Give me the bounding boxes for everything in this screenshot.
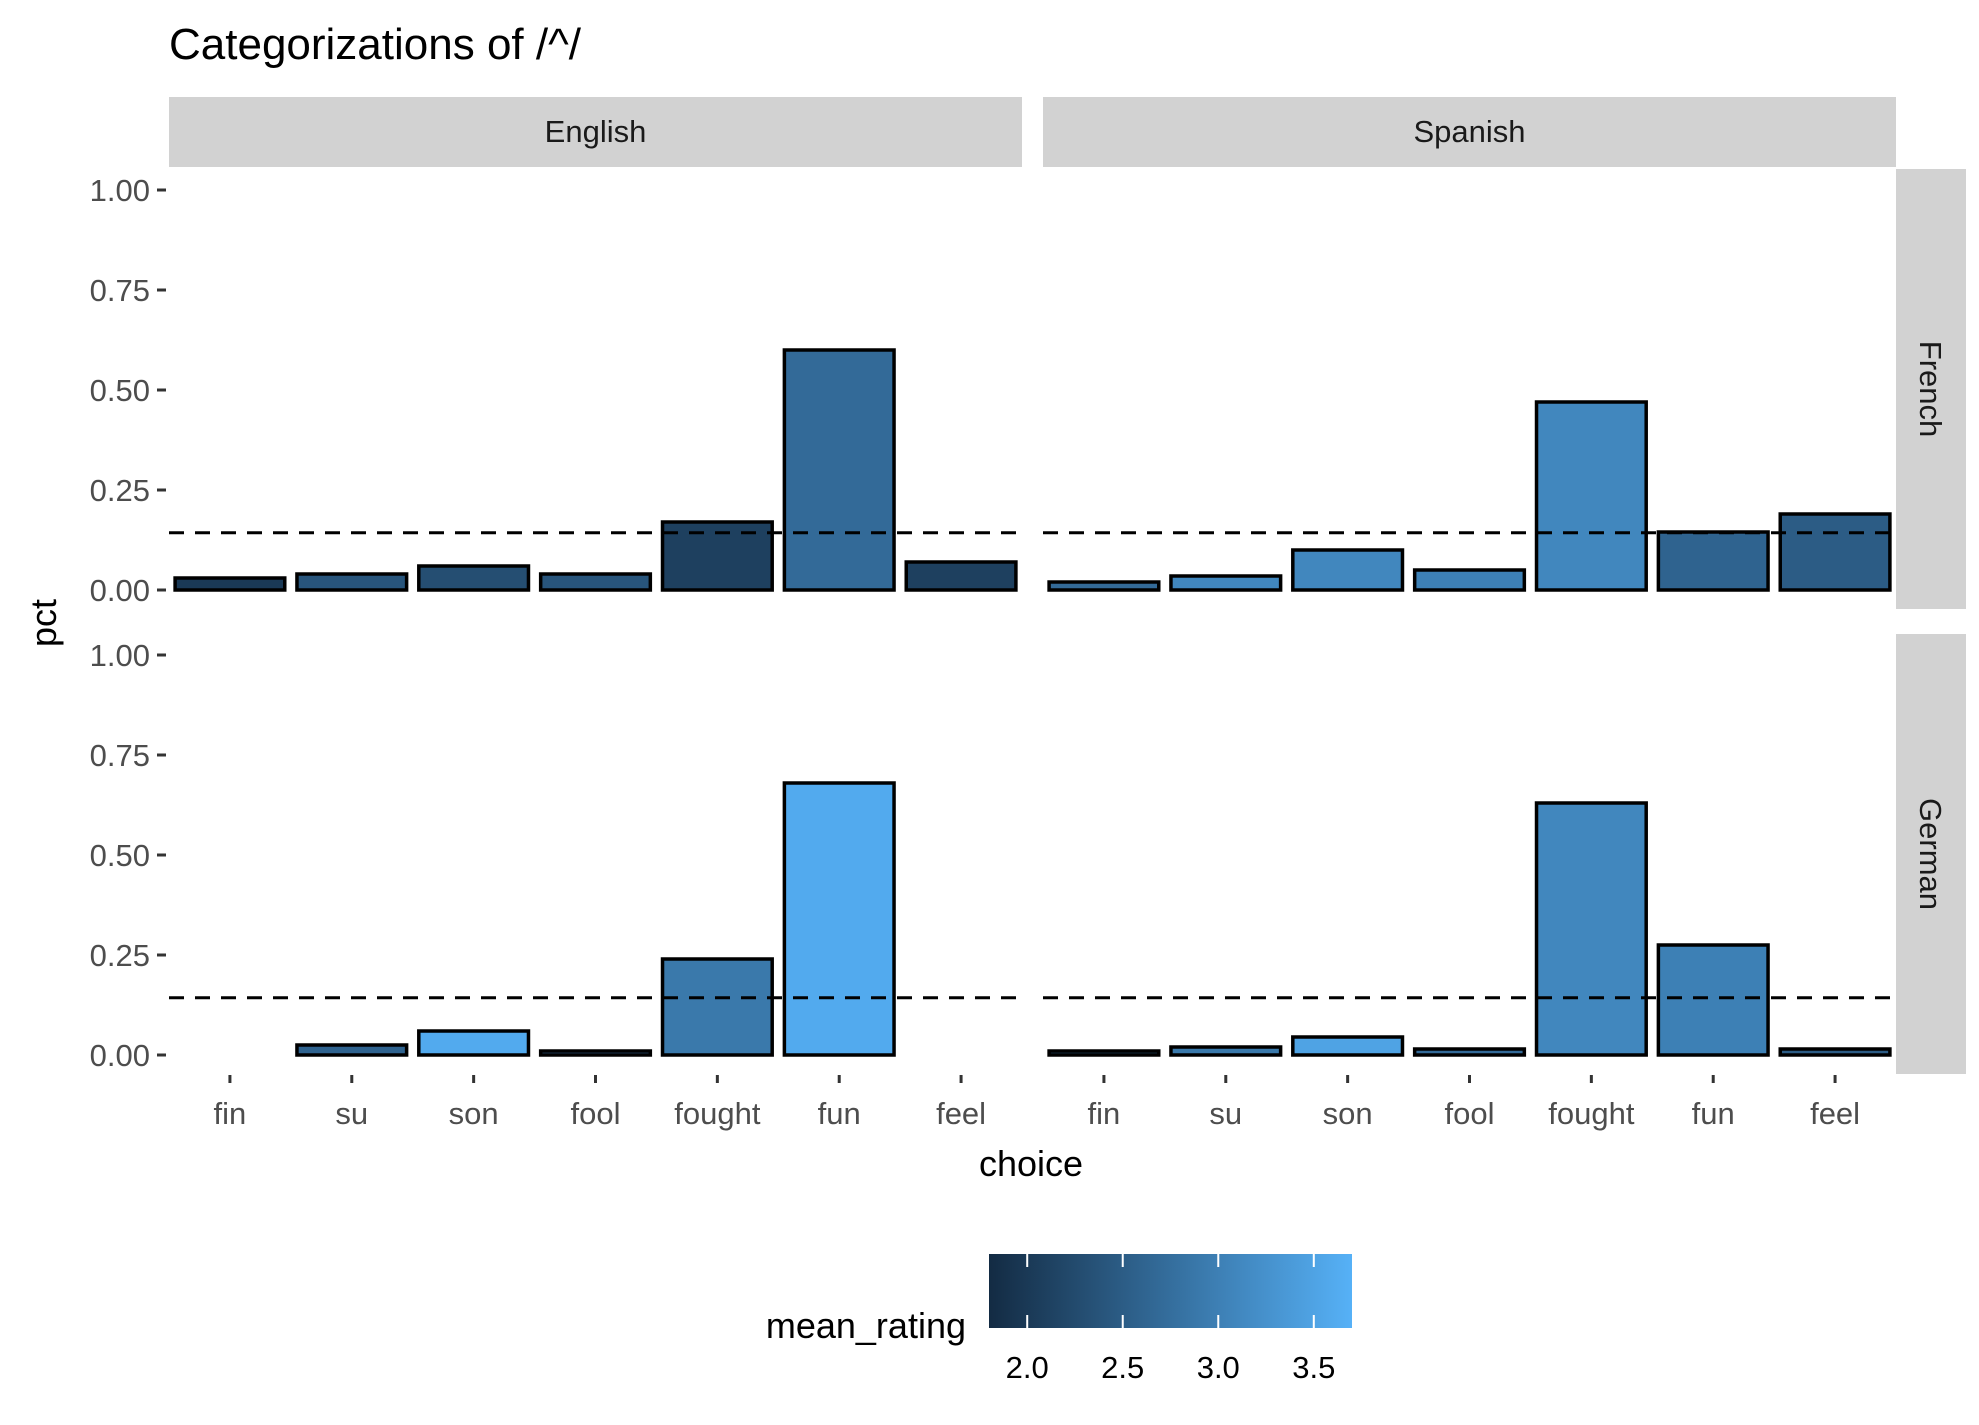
legend-tick-label: 2.0 xyxy=(1006,1350,1049,1385)
bar-fin xyxy=(1047,1049,1161,1057)
strip-label-german: German xyxy=(1913,798,1948,910)
y-tick-label: 0.50 xyxy=(90,373,150,408)
x-tick-label-fool: fool xyxy=(1445,1096,1495,1131)
bar-fought xyxy=(1534,801,1648,1057)
legend-colorbar xyxy=(989,1254,1352,1328)
y-tick-label: 0.25 xyxy=(90,938,150,973)
bar-fun xyxy=(1656,943,1770,1057)
x-tick-label-son: son xyxy=(1323,1096,1373,1131)
bar-feel xyxy=(1778,1047,1892,1057)
x-tick-label-fought: fought xyxy=(1548,1096,1635,1131)
bar-fought xyxy=(660,957,774,1057)
x-tick-label-fool: fool xyxy=(571,1096,621,1131)
bar-su xyxy=(295,1043,409,1057)
panel-spanish-french xyxy=(1043,400,1896,592)
strip-label-english: English xyxy=(545,114,647,149)
x-tick-label-fin: fin xyxy=(1088,1096,1121,1131)
y-tick-label: 0.25 xyxy=(90,473,150,508)
legend-title: mean_rating xyxy=(766,1305,966,1346)
bar-fun xyxy=(782,348,896,592)
bar-fin xyxy=(173,576,287,592)
x-tick-label-fought: fought xyxy=(674,1096,761,1131)
bar-son xyxy=(1291,1035,1405,1057)
bar-su xyxy=(295,572,409,592)
facet-panels: English SpanishFrenchGerman0.000.250.500.… xyxy=(90,97,1966,1131)
chart-title: Categorizations of /^/ xyxy=(169,20,582,69)
panel-english-french xyxy=(169,348,1022,592)
bar-su xyxy=(1169,1045,1283,1057)
bar-fun xyxy=(1656,530,1770,592)
x-tick-label-son: son xyxy=(449,1096,499,1131)
bar-son xyxy=(417,564,531,592)
strip-german xyxy=(1896,634,1966,1074)
y-tick-label: 0.00 xyxy=(90,573,150,608)
x-tick-label-feel: feel xyxy=(936,1096,986,1131)
x-tick-label-fin: fin xyxy=(214,1096,247,1131)
bar-su xyxy=(1169,574,1283,592)
y-axis-french: 0.00 0.25 0.50 0.75 1.00 xyxy=(90,173,166,608)
strip-french xyxy=(1896,169,1966,609)
bar-fin xyxy=(1047,580,1161,592)
bar-fool xyxy=(538,572,653,592)
panel-english-german xyxy=(169,781,1022,1057)
color-legend: mean_rating 2.0 2.5 3.0 3.5 xyxy=(766,1254,1352,1385)
x-axis-label: choice xyxy=(979,1143,1083,1184)
bar-fun xyxy=(782,781,896,1057)
x-tick-label-su: su xyxy=(1209,1096,1242,1131)
strip-spanish xyxy=(1043,97,1896,167)
x-tick-label-su: su xyxy=(335,1096,368,1131)
y-tick-label: 0.50 xyxy=(90,838,150,873)
x-tick-label-feel: feel xyxy=(1810,1096,1860,1131)
bar-feel xyxy=(904,560,1018,592)
bar-fool xyxy=(1412,568,1527,592)
y-axis-label: pct xyxy=(23,599,64,647)
y-tick-label: 1.00 xyxy=(90,638,150,673)
strip-english xyxy=(169,97,1022,167)
bar-fought xyxy=(1534,400,1648,592)
bar-fool xyxy=(538,1049,653,1057)
bar-son xyxy=(417,1029,531,1057)
bar-fool xyxy=(1412,1047,1527,1057)
x-tick-label-fun: fun xyxy=(1692,1096,1735,1131)
panel-spanish-german xyxy=(1043,801,1896,1057)
legend-tick-label: 3.0 xyxy=(1197,1350,1240,1385)
y-tick-label: 0.00 xyxy=(90,1038,150,1073)
y-tick-label: 0.75 xyxy=(90,738,150,773)
strip-label-french: French xyxy=(1913,341,1948,437)
y-tick-label: 1.00 xyxy=(90,173,150,208)
x-tick-label-fun: fun xyxy=(818,1096,861,1131)
legend-tick-label: 3.5 xyxy=(1292,1350,1335,1385)
legend-tick-label: 2.5 xyxy=(1101,1350,1144,1385)
strip-label-spanish: Spanish xyxy=(1413,114,1525,149)
y-axis-german: 0.00 0.25 0.50 0.75 1.00 xyxy=(90,638,166,1073)
bar-son xyxy=(1291,548,1405,592)
bar-feel xyxy=(1778,512,1892,592)
y-tick-label: 0.75 xyxy=(90,273,150,308)
